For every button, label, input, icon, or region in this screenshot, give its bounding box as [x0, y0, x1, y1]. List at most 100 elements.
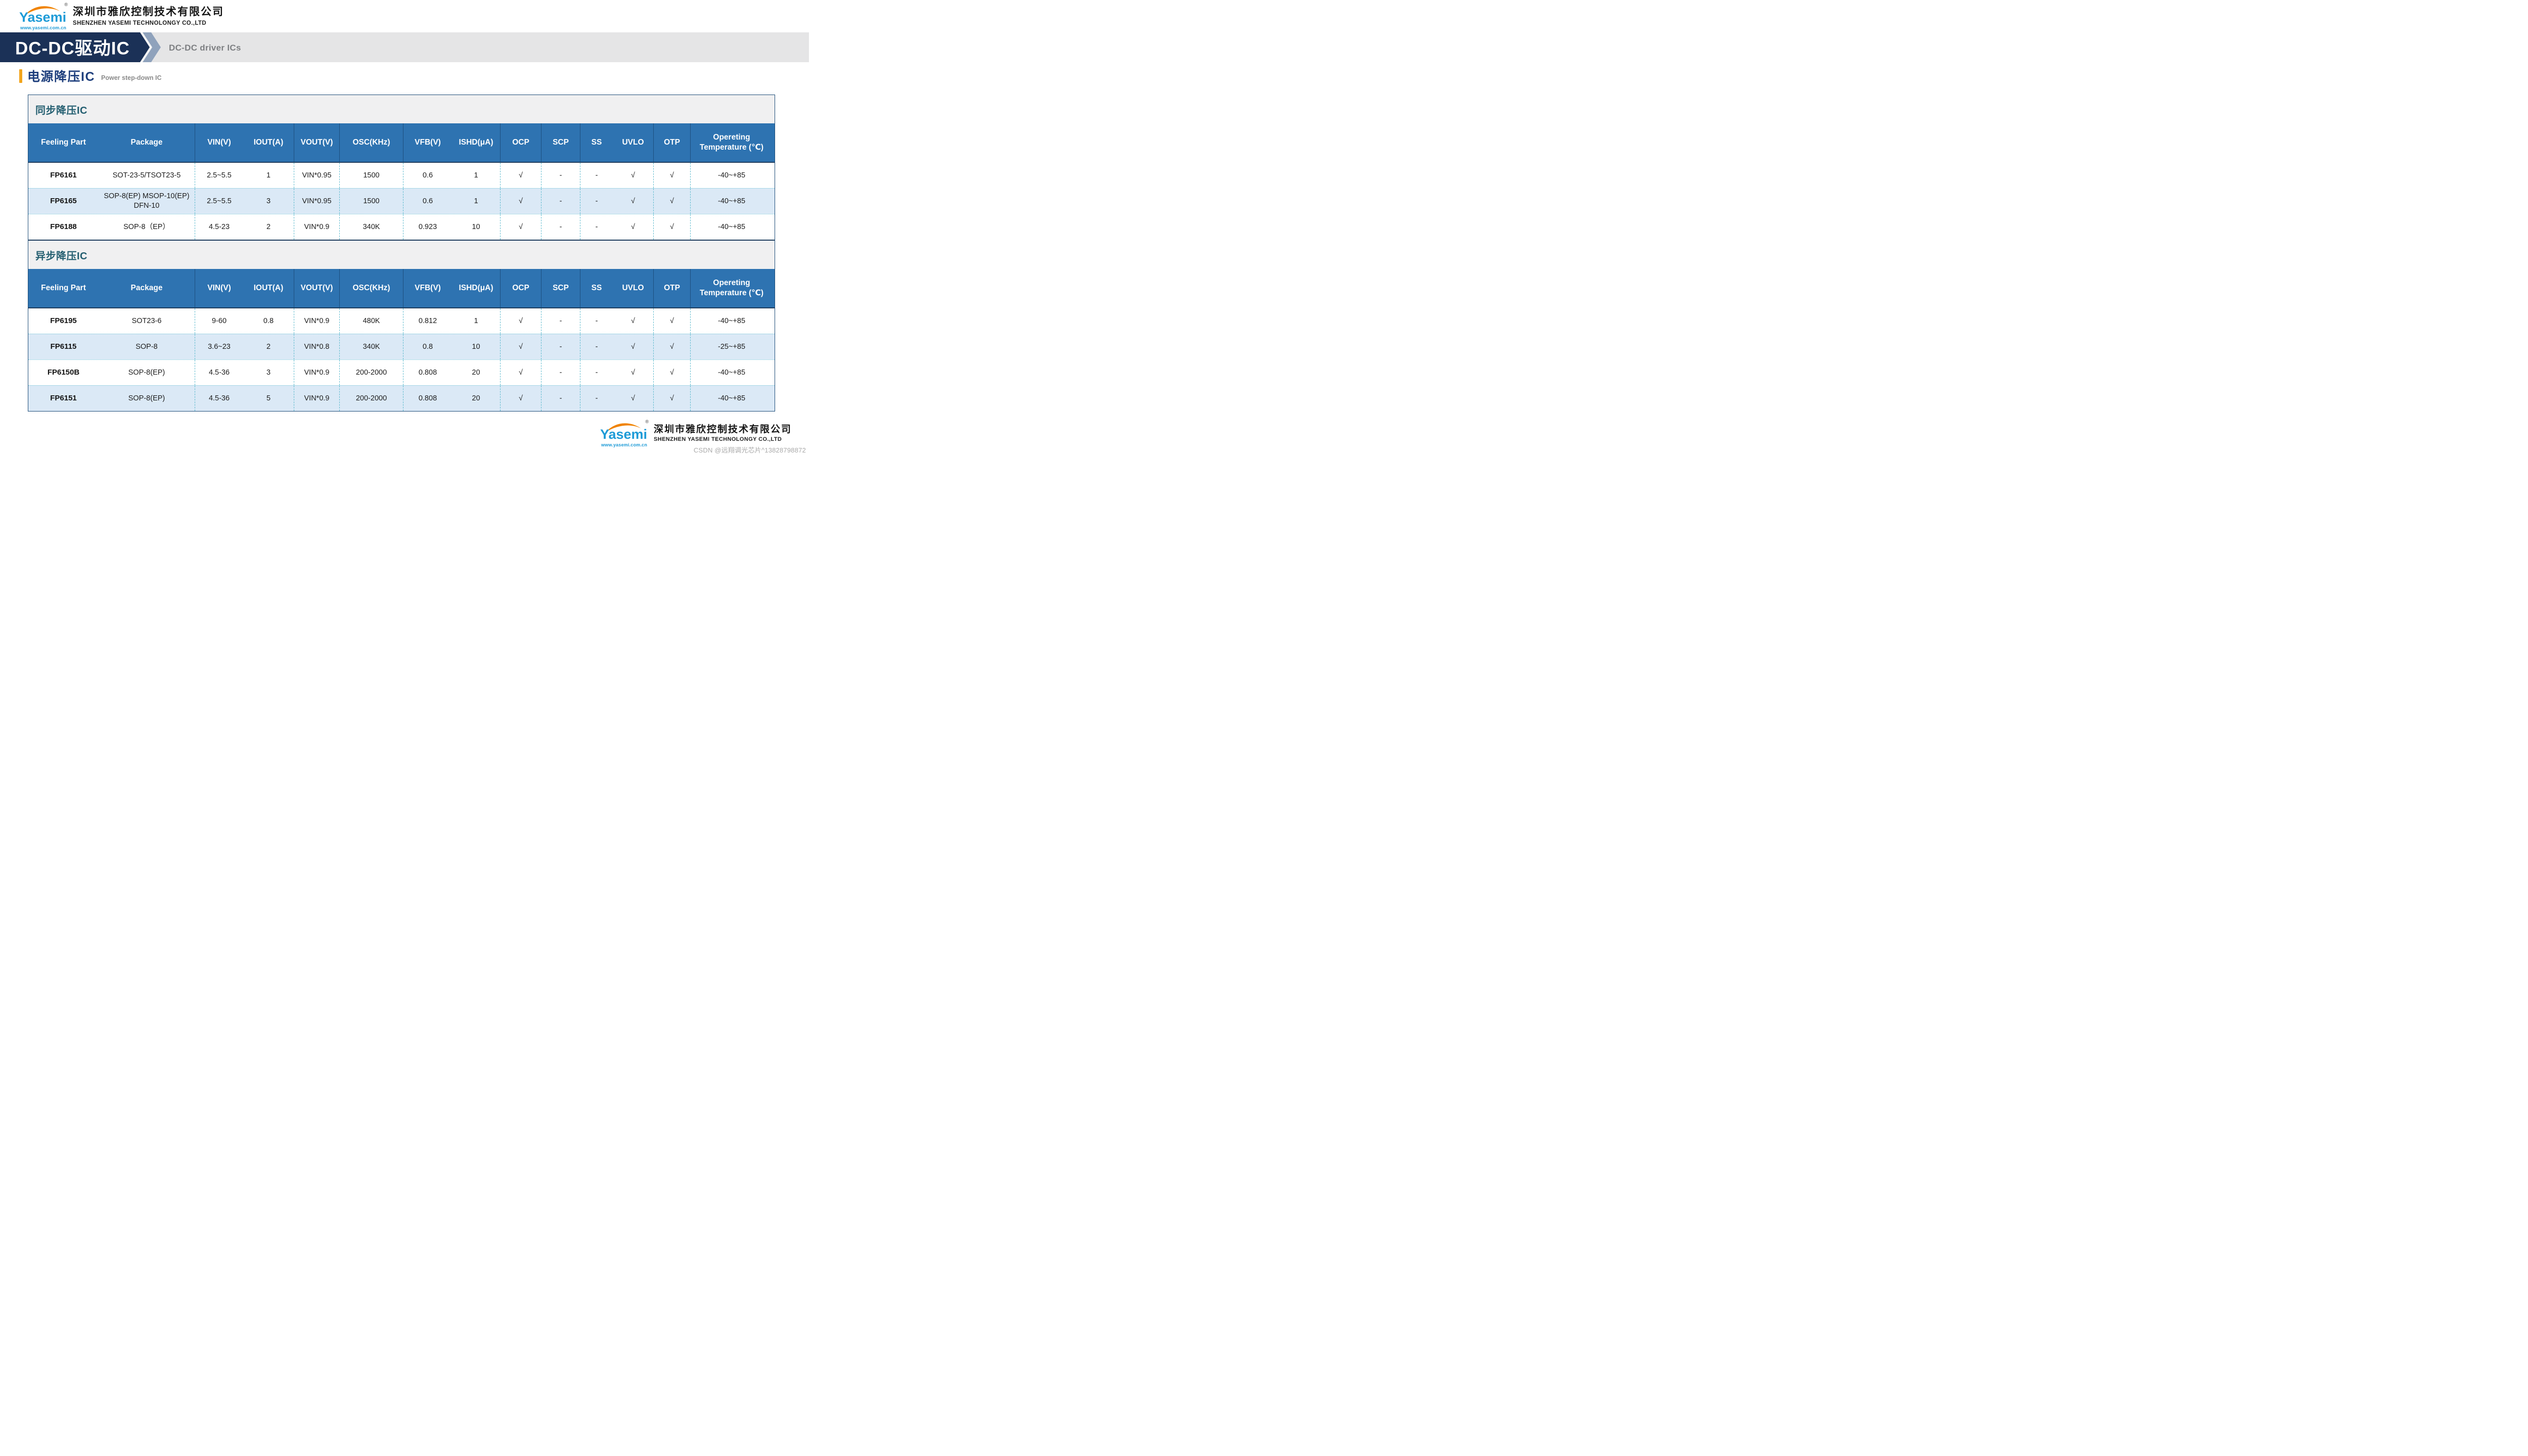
column-header: VFB(V) — [415, 138, 441, 147]
column-header: Opereting Temperature (℃) — [699, 278, 764, 297]
table-cell: VIN*0.9 — [294, 360, 340, 385]
column-header: OTP — [654, 269, 691, 307]
table-cell: -40~+85 — [717, 171, 746, 179]
table-cell: √ — [613, 214, 654, 240]
column-header: SCP — [541, 269, 580, 307]
column-header: OSC(KHz) — [340, 123, 403, 162]
table-cell: 1500 — [340, 163, 403, 188]
table-cell: √ — [654, 163, 691, 188]
table-cell: √ — [501, 163, 541, 188]
table-cell: 0.808 — [418, 394, 437, 402]
table-cell: √ — [501, 214, 541, 240]
column-header: Package — [99, 123, 195, 162]
page: ® Yasemi www.yasemi.com.cn 深圳市雅欣控制技术有限公司… — [0, 0, 809, 455]
table-cell: -40~+85 — [717, 368, 746, 377]
table-cell: - — [595, 197, 598, 205]
table-cell: √ — [654, 334, 691, 359]
table-cell: 200-2000 — [340, 386, 403, 411]
column-header: Feeling Part — [41, 283, 86, 292]
table-cell: 1 — [243, 163, 294, 188]
table-cell: SOT23-6 — [99, 308, 195, 334]
part-number: FP6165 — [50, 197, 77, 206]
table-cell: -40~+85 — [717, 394, 746, 402]
registered-mark: ® — [645, 419, 649, 424]
table-row: FP6150B SOP-8(EP) 4.5-36 3 VIN*0.9 200-2000 0.… — [28, 359, 775, 385]
banner: DC-DC驱动IC DC-DC driver ICs — [0, 32, 809, 62]
table-row: FP6195 SOT23-6 9-60 0.8 VIN*0.9 480K 0.812 1 √ - -… — [28, 308, 775, 334]
logo-swoosh-icon — [606, 423, 641, 432]
table-row: FP6115 SOP-8 3.6~23 2 VIN*0.8 340K 0.8 10 √ - - √ √ -… — [28, 334, 775, 359]
column-header: UVLO — [613, 123, 654, 162]
table-cell: 4.5-36 — [208, 394, 230, 402]
table-cell: VIN*0.9 — [294, 386, 340, 411]
table-cell: 20 — [452, 386, 501, 411]
table-cell: √ — [501, 189, 541, 214]
column-header: IOUT(A) — [243, 123, 294, 162]
column-header: UVLO — [613, 269, 654, 307]
table-row: FP6161 SOT-23-5/TSOT23-5 2.5~5.5 1 VIN*0.95 1… — [28, 163, 775, 188]
table-cell: 0.812 — [418, 316, 437, 325]
table-cell: - — [541, 308, 580, 334]
column-header: ISHD(μA) — [452, 269, 501, 307]
banner-subtitle: DC-DC driver ICs — [169, 42, 241, 53]
header-logo: ® Yasemi www.yasemi.com.cn 深圳市雅欣控制技术有限公司… — [19, 2, 224, 30]
column-header: OCP — [501, 123, 541, 162]
table-cell: 2 — [243, 214, 294, 240]
part-number: FP6115 — [50, 342, 77, 351]
watermark: CSDN @远翔调光芯片^13828798872 — [693, 446, 806, 454]
table-cell: √ — [501, 360, 541, 385]
table-cell: √ — [501, 334, 541, 359]
table-cell: √ — [654, 360, 691, 385]
table-cell: 10 — [452, 334, 501, 359]
table-cell: VIN*0.8 — [294, 334, 340, 359]
table-header-row: Feeling Part Package VIN(V) IOUT(A) VOUT(V) O… — [28, 123, 775, 163]
column-header: SCP — [541, 123, 580, 162]
ic-table: 同步降压IC Feeling Part Package VIN(V) IOUT(A) VO… — [28, 95, 775, 412]
table-cell: VIN*0.95 — [294, 189, 340, 214]
table-cell: VIN*0.9 — [294, 214, 340, 240]
table-cell: 480K — [340, 308, 403, 334]
section-title-cn: 电源降压IC — [27, 70, 96, 84]
yasemi-logo: ® Yasemi www.yasemi.com.cn — [600, 419, 649, 447]
table-cell: 1500 — [340, 189, 403, 214]
table-cell: 9-60 — [211, 316, 227, 325]
table-cell: - — [595, 171, 598, 179]
company-name-block: 深圳市雅欣控制技术有限公司 SHENZHEN YASEMI TECHNOLONG… — [654, 424, 792, 443]
table-row: FP6188 SOP-8（EP） 4.5-23 2 VIN*0.9 340K 0.923 10… — [28, 214, 775, 241]
company-name-en: SHENZHEN YASEMI TECHNOLONGY CO.,LTD — [73, 20, 207, 26]
column-header: VIN(V) — [207, 283, 231, 292]
table-cell: √ — [613, 189, 654, 214]
column-header: IOUT(A) — [243, 269, 294, 307]
table-cell: √ — [501, 308, 541, 334]
company-name-block: 深圳市雅欣控制技术有限公司 SHENZHEN YASEMI TECHNOLONG… — [73, 6, 224, 26]
table-cell: - — [595, 394, 598, 402]
table-cell: 1 — [452, 189, 501, 214]
table-cell: √ — [613, 386, 654, 411]
table-cell: - — [595, 222, 598, 231]
table-cell: √ — [654, 308, 691, 334]
part-number: FP6161 — [50, 171, 77, 180]
table-cell: 5 — [243, 386, 294, 411]
table-header-row: Feeling Part Package VIN(V) IOUT(A) VOUT(V) O… — [28, 269, 775, 308]
column-header: OSC(KHz) — [340, 269, 403, 307]
company-name-cn: 深圳市雅欣控制技术有限公司 — [653, 424, 792, 435]
column-header: Package — [99, 269, 195, 307]
brand-website: www.yasemi.com.cn — [20, 25, 67, 30]
column-header: ISHD(μA) — [452, 123, 501, 162]
registered-mark: ® — [64, 2, 68, 7]
table-cell: √ — [654, 189, 691, 214]
table-cell: SOP-8 — [99, 334, 195, 359]
table-cell: - — [541, 189, 580, 214]
table-cell: √ — [613, 360, 654, 385]
part-number: FP6188 — [50, 222, 77, 232]
table-cell: SOP-8（EP） — [99, 214, 195, 240]
table-cell: 3 — [243, 360, 294, 385]
column-header: VIN(V) — [207, 138, 231, 147]
brand-website: www.yasemi.com.cn — [601, 442, 648, 447]
table-cell: -40~+85 — [717, 197, 746, 205]
yasemi-logo: ® Yasemi www.yasemi.com.cn — [19, 2, 68, 30]
table-cell: √ — [613, 308, 654, 334]
column-header: VFB(V) — [415, 283, 441, 292]
column-header: VOUT(V) — [294, 269, 340, 307]
table-cell: SOT-23-5/TSOT23-5 — [99, 163, 195, 188]
